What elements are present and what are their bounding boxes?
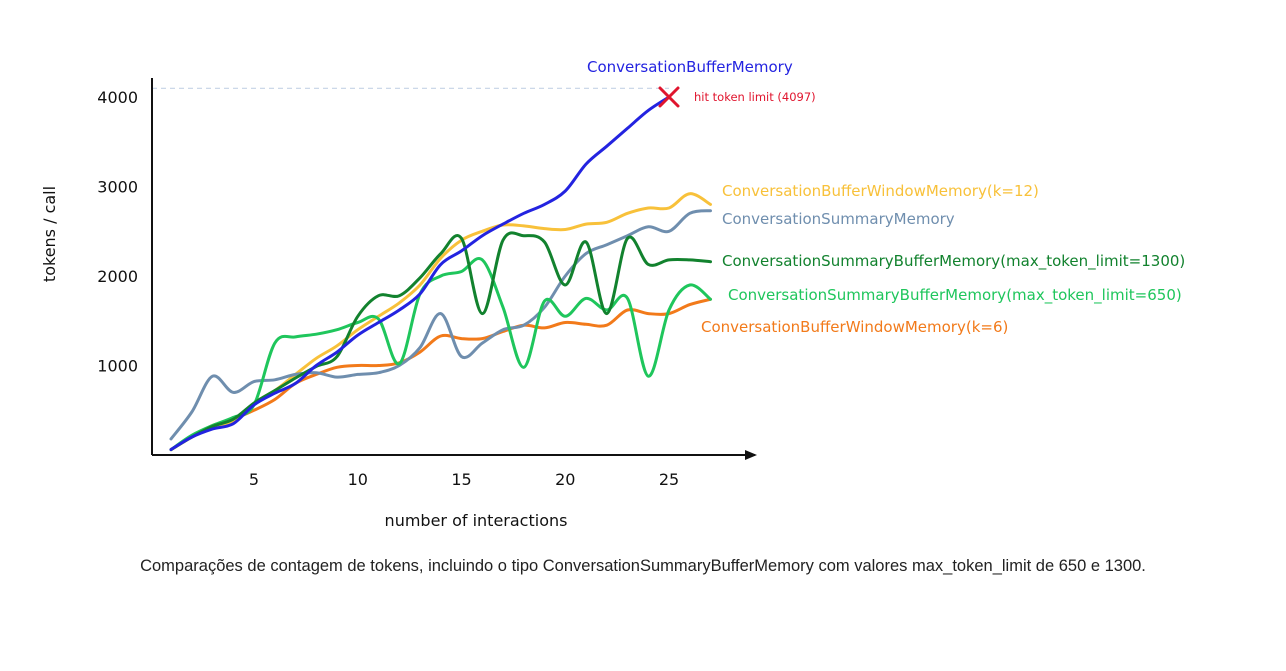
x-tick-label: 20	[555, 470, 575, 489]
series-line	[169, 257, 712, 452]
x-tick-label: 5	[249, 470, 259, 489]
token-limit-layer: hit token limit (4097)	[658, 86, 816, 108]
y-tick-label: 2000	[97, 267, 138, 286]
series-labels-layer: ConversationBufferMemory ConversationBuff…	[587, 58, 1185, 336]
x-tick-label: 25	[659, 470, 679, 489]
y-axis-label: tokens / call	[40, 186, 59, 282]
series-label: ConversationSummaryBufferMemory(max_toke…	[728, 286, 1182, 305]
series-line	[169, 95, 671, 452]
x-tick-label: 15	[451, 470, 471, 489]
token-limit-label: hit token limit (4097)	[694, 90, 816, 104]
series-label: ConversationSummaryBufferMemory(max_toke…	[722, 252, 1185, 271]
limit-x-icon	[658, 86, 680, 108]
series-layer	[169, 95, 712, 452]
series-label: ConversationBufferWindowMemory(k=6)	[701, 318, 1008, 336]
series-label: ConversationBufferMemory	[587, 58, 793, 76]
series-line	[169, 231, 712, 452]
y-tick-label: 4000	[97, 88, 138, 107]
series-line	[169, 297, 712, 452]
ticks-layer: 5 10 15 20 25 1000 2000 3000 4000	[97, 88, 679, 489]
figure-caption: Comparações de contagem de tokens, inclu…	[140, 557, 1146, 575]
axes-layer: number of interactions tokens / call	[40, 78, 757, 530]
x-axis-label: number of interactions	[385, 511, 568, 530]
x-tick-label: 10	[348, 470, 368, 489]
series-line	[169, 209, 712, 441]
y-tick-label: 3000	[97, 178, 138, 197]
series-label: ConversationBufferWindowMemory(k=12)	[722, 182, 1039, 200]
y-tick-label: 1000	[97, 357, 138, 376]
series-label: ConversationSummaryMemory	[722, 210, 955, 228]
